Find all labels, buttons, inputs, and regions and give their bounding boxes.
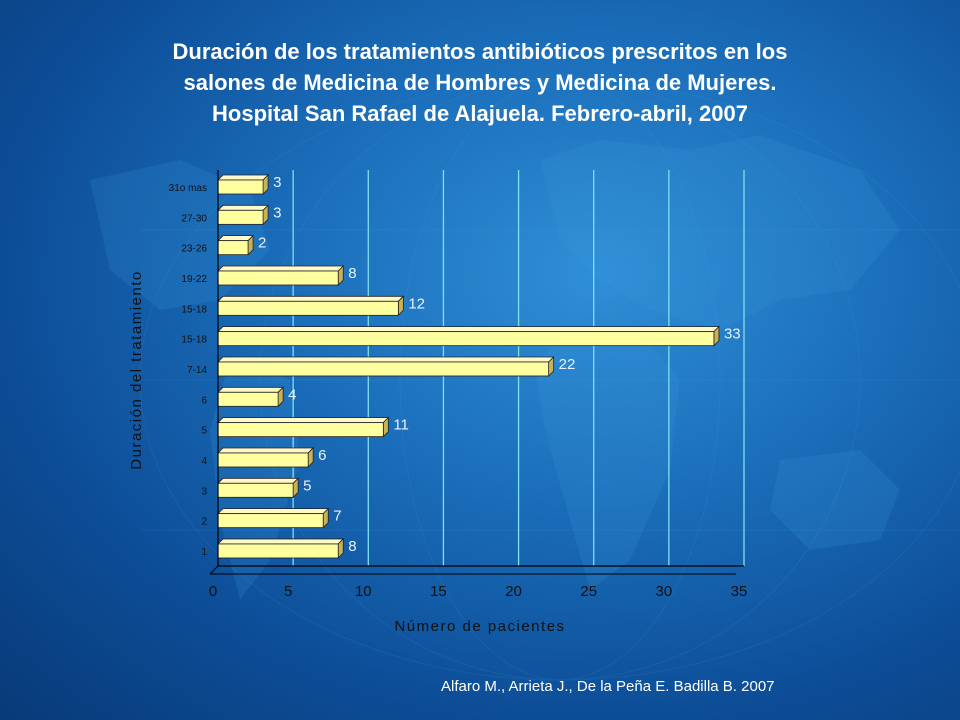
bar	[217, 452, 309, 468]
bar-top-face	[217, 538, 345, 545]
title-line-1: Duración de los tratamientos antibiótico…	[172, 39, 788, 64]
axis-corner-line	[209, 565, 219, 575]
title-line-3: Hospital San Rafael de Alajuela. Febrero…	[212, 101, 748, 126]
data-label: 8	[348, 538, 356, 555]
bar-top-face	[217, 235, 255, 242]
bar	[217, 179, 264, 195]
bar	[217, 331, 715, 347]
x-tick-label: 30	[656, 583, 673, 600]
data-label: 8	[348, 265, 356, 282]
x-tick-label: 35	[731, 583, 748, 600]
x-tick-label: 10	[355, 583, 372, 600]
data-label: 22	[559, 356, 576, 373]
x-tick-label: 20	[505, 583, 522, 600]
y-tick-label: 6	[201, 395, 207, 406]
data-label: 3	[273, 204, 281, 221]
data-label: 4	[288, 386, 296, 403]
bar-top-face	[217, 417, 390, 424]
axes	[209, 170, 744, 575]
bar	[217, 543, 339, 559]
bar	[217, 209, 264, 225]
data-label: 11	[393, 417, 409, 434]
bar-top-face	[217, 204, 270, 211]
y-tick-label: 1	[201, 547, 207, 558]
x-axis-label: Número de pacientes	[394, 618, 565, 635]
title-line-2: salones de Medicina de Hombres y Medicin…	[183, 70, 777, 95]
bar-top-face	[217, 265, 345, 272]
data-label: 3	[273, 174, 281, 191]
data-label: 6	[318, 447, 326, 464]
bar-top-face	[217, 477, 300, 484]
bar-top-face	[217, 508, 330, 515]
y-tick-label: 2	[201, 517, 207, 528]
x-tick-label: 15	[430, 583, 447, 600]
data-label: 12	[408, 295, 425, 312]
y-tick-label: 15-18	[181, 335, 207, 346]
bar-top-face	[217, 386, 285, 393]
data-label: 5	[303, 477, 311, 494]
y-axis-label: Duración del tratamiento	[128, 270, 145, 469]
y-tick-label: 31o mas	[169, 183, 207, 194]
x-tick-label: 5	[284, 583, 292, 600]
bar-top-face	[217, 326, 720, 333]
y-tick-label: 19-22	[181, 274, 207, 285]
bar	[217, 513, 324, 529]
bar	[217, 240, 249, 256]
y-tick-label: 4	[201, 456, 207, 467]
x-tick-label: 25	[580, 583, 597, 600]
bar-top-face	[217, 447, 315, 454]
y-tick-label: 23-26	[181, 244, 207, 255]
bar-top-face	[217, 295, 405, 302]
y-tick-label: 15-18	[181, 304, 207, 315]
data-label: 2	[258, 235, 266, 252]
bar	[217, 422, 384, 438]
y-tick-label: 27-30	[181, 213, 207, 224]
data-label: 7	[333, 508, 341, 525]
chart-title: Duración de los tratamientos antibiótico…	[80, 36, 880, 129]
bar	[217, 482, 294, 498]
bar-top-face	[217, 174, 270, 181]
y-tick-label: 3	[201, 486, 207, 497]
bar	[217, 391, 279, 407]
bar	[217, 300, 399, 316]
credit-text: Alfaro M., Arrieta J., De la Peña E. Bad…	[441, 678, 775, 695]
bar	[217, 361, 550, 377]
bar-top-face	[217, 356, 555, 363]
bar	[217, 270, 339, 286]
y-tick-label: 7-14	[187, 365, 207, 376]
x-tick-label: 0	[209, 583, 217, 600]
y-tick-label: 5	[201, 426, 207, 437]
data-label: 33	[724, 326, 741, 343]
